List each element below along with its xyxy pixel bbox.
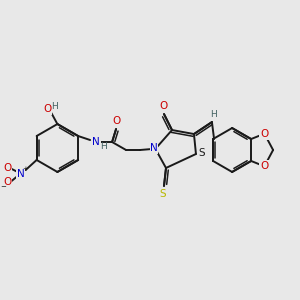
Text: N: N [17,169,25,179]
Text: O: O [159,101,167,111]
Text: O: O [43,104,52,114]
Text: H: H [51,102,58,111]
Text: S: S [160,189,166,199]
Text: H: H [100,142,106,151]
Text: N: N [150,143,158,153]
Text: +: + [23,166,28,172]
Text: O: O [260,161,268,171]
Text: O: O [4,163,12,173]
Text: S: S [199,148,205,158]
Text: O: O [112,116,120,126]
Text: H: H [211,110,217,118]
Text: O: O [260,129,268,139]
Text: N: N [92,137,100,147]
Text: −: − [0,184,6,190]
Text: O: O [4,177,12,187]
